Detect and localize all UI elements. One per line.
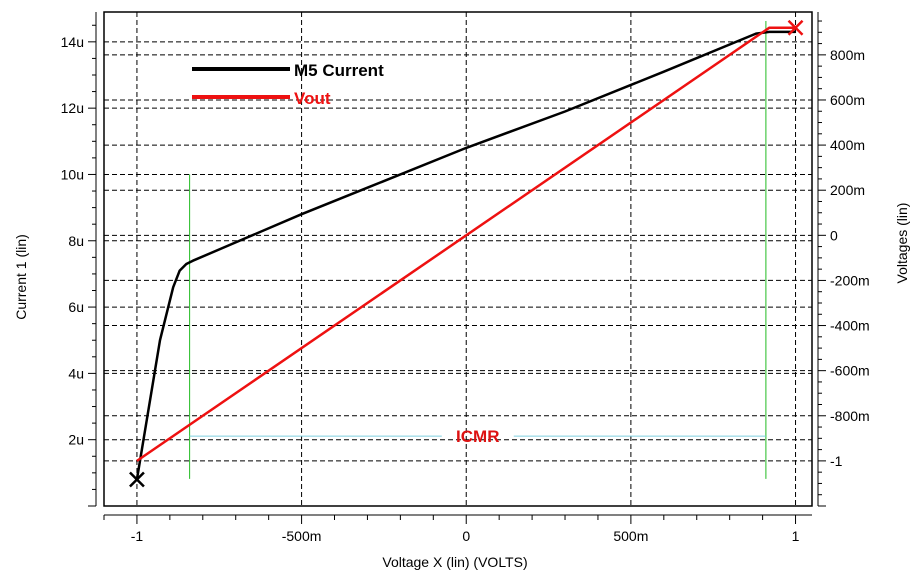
y-right-tick-label: 400m bbox=[830, 137, 865, 153]
series-line-vout bbox=[136, 26, 796, 462]
legend-label-vout: Vout bbox=[294, 89, 331, 108]
y-left-tick-label: 14u bbox=[61, 34, 84, 50]
legend-label-m5-current: M5 Current bbox=[294, 61, 384, 80]
y-left-tick-label: 12u bbox=[61, 100, 84, 116]
x-tick-label: -1 bbox=[131, 528, 144, 544]
legend: M5 Current Vout bbox=[192, 61, 384, 108]
y-right-tick-label: -800m bbox=[830, 408, 870, 424]
y-left-tick-label: 8u bbox=[68, 233, 84, 249]
y-right-tick-label: -200m bbox=[830, 272, 870, 288]
marker-m5-current-b bbox=[129, 471, 145, 488]
x-axis-label: Voltage X (lin) (VOLTS) bbox=[382, 554, 527, 570]
y-left-tick-label: 10u bbox=[61, 166, 84, 182]
x-tick-label: 0 bbox=[462, 528, 470, 544]
y-axis-right-label: Voltages (lin) bbox=[894, 203, 910, 284]
icmr-label: ICMR bbox=[456, 427, 499, 446]
y-right-tick-label: 600m bbox=[830, 92, 865, 108]
y-left-tick-label: 4u bbox=[68, 365, 84, 381]
y-right-tick-label: -1 bbox=[830, 453, 843, 469]
y-right-tick-label: 0 bbox=[830, 227, 838, 243]
x-tick-label: 1 bbox=[792, 528, 800, 544]
y-axis-right: -1 -800m -600m -400m -200m 0 200m 400m 600m 800m bbox=[817, 12, 870, 507]
y-left-tick-label: 6u bbox=[68, 299, 84, 315]
plot-frame bbox=[103, 11, 813, 507]
series-line-m5-current bbox=[135, 30, 796, 480]
series-layer bbox=[135, 26, 796, 480]
x-tick-label: 500m bbox=[613, 528, 648, 544]
y-right-tick-label: 200m bbox=[830, 182, 865, 198]
y-right-tick-label: -400m bbox=[830, 318, 870, 334]
y-right-tick-label: 800m bbox=[830, 47, 865, 63]
y-right-tick-label: -600m bbox=[830, 363, 870, 379]
y-left-tick-label: 2u bbox=[68, 432, 84, 448]
y-axis-left: 2u 4u 6u 8u 10u 12u 14u bbox=[61, 12, 97, 507]
x-axis: -1 -500m 0 500m 1 bbox=[103, 514, 812, 544]
x-tick-label: -500m bbox=[282, 528, 322, 544]
icmr-bounds bbox=[189, 21, 767, 479]
markers-layer bbox=[129, 19, 804, 488]
marker-vout-b bbox=[787, 19, 804, 36]
y-axis-left-label: Current 1 (lin) bbox=[13, 234, 29, 320]
